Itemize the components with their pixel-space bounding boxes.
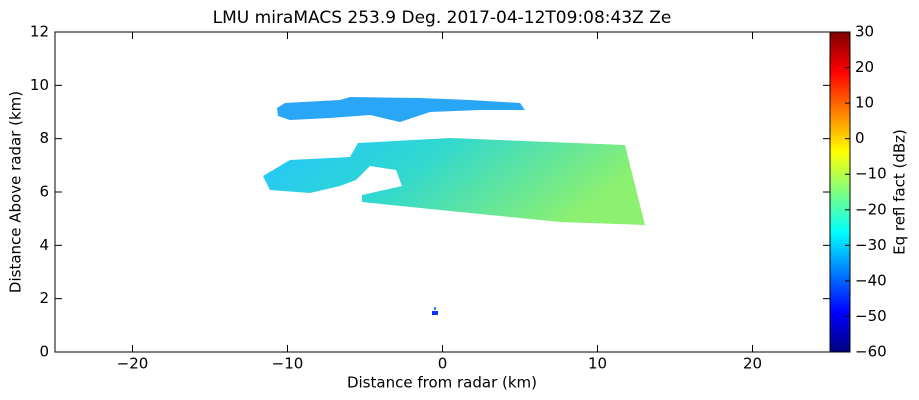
y-tick-label: 12 bbox=[30, 23, 49, 41]
x-tick-label: −10 bbox=[272, 355, 304, 373]
colorbar-tick-label: −60 bbox=[855, 343, 887, 361]
colorbar-tick-label: 30 bbox=[855, 23, 874, 41]
colorbar-tick-label: 20 bbox=[855, 58, 874, 76]
y-tick-label: 0 bbox=[39, 343, 49, 361]
x-axis-label: Distance from radar (km) bbox=[347, 374, 537, 392]
y-tick-label: 4 bbox=[39, 236, 49, 254]
y-tick-label: 2 bbox=[39, 289, 49, 307]
x-tick-label: 0 bbox=[438, 355, 448, 373]
colorbar-tick-label: 10 bbox=[855, 94, 874, 112]
y-tick-label: 6 bbox=[39, 183, 49, 201]
colorbar-tick-label: −30 bbox=[855, 236, 887, 254]
x-tick-label: 10 bbox=[588, 355, 607, 373]
x-tick-label: 20 bbox=[743, 355, 762, 373]
y-tick-label: 10 bbox=[30, 76, 49, 94]
x-tick-label: −20 bbox=[117, 355, 149, 373]
chart-title: LMU miraMACS 253.9 Deg. 2017-04-12T09:08… bbox=[213, 8, 672, 28]
colorbar-tick-label: −20 bbox=[855, 200, 887, 218]
colorbar-tick-label: −50 bbox=[855, 307, 887, 325]
colorbar-tick-label: −40 bbox=[855, 271, 887, 289]
y-axis-label: Distance Above radar (km) bbox=[7, 91, 25, 293]
colorbar-label: Eq refl fact (dBz) bbox=[891, 129, 909, 255]
radar-echo bbox=[263, 97, 645, 315]
colorbar-tick-label: −10 bbox=[855, 165, 887, 183]
colorbar-tick-label: 0 bbox=[855, 129, 865, 147]
colorbar bbox=[829, 31, 851, 353]
y-tick-label: 8 bbox=[39, 129, 49, 147]
